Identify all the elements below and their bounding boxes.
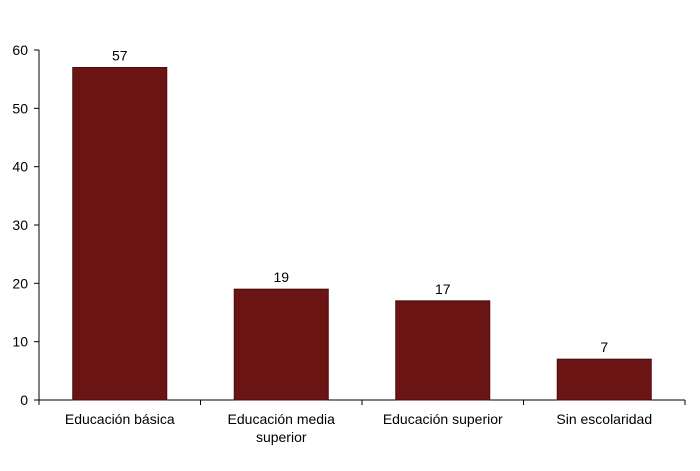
y-tick-label: 10 — [12, 334, 28, 350]
data-labels: 57 19 17 7 — [112, 48, 608, 356]
y-tick-label: 50 — [12, 100, 28, 116]
x-category-label-line: Educación básica — [65, 411, 175, 427]
bar-data-label: 17 — [435, 281, 451, 297]
x-category-label-line: Educación superior — [383, 411, 503, 427]
bar-data-label: 57 — [112, 48, 128, 64]
x-category-label-line: superior — [256, 429, 307, 445]
y-tick-labels: 0 10 20 30 40 50 60 — [12, 42, 28, 408]
x-category-label: Educación media superior — [228, 411, 336, 445]
y-tick-label: 30 — [12, 217, 28, 233]
x-category-label: Sin escolaridad — [556, 411, 652, 427]
x-tick-labels: Educación básica Educación media superiorE… — [65, 411, 652, 445]
y-tick-label: 60 — [12, 42, 28, 58]
y-tick-label: 40 — [12, 159, 28, 175]
bar — [395, 300, 491, 401]
x-category-label-line: Educación media — [228, 411, 336, 427]
y-tick-label: 0 — [20, 392, 28, 408]
y-tick-label: 20 — [12, 275, 28, 291]
x-category-label: Educación básica — [65, 411, 175, 427]
bars — [72, 67, 652, 401]
bar — [556, 358, 652, 401]
bar — [233, 288, 329, 401]
bar-data-label: 19 — [273, 269, 289, 285]
bar-data-label: 7 — [600, 339, 608, 355]
x-category-label: Educación superior — [383, 411, 503, 427]
bar — [72, 67, 168, 401]
x-category-label-line: Sin escolaridad — [556, 411, 652, 427]
